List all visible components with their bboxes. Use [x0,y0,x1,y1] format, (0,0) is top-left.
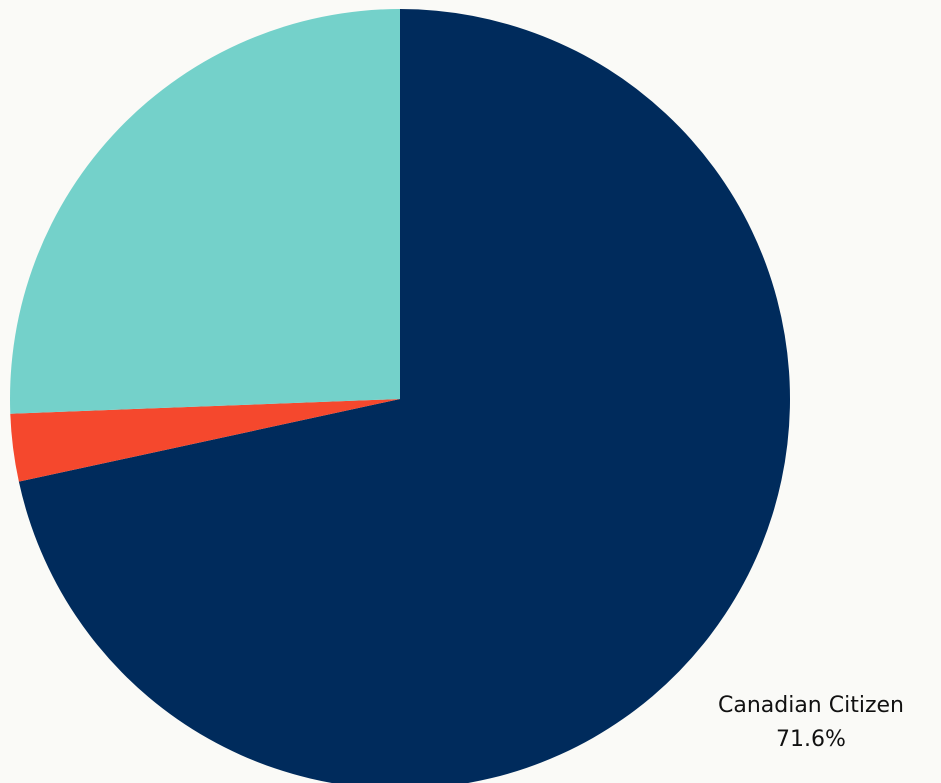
slice-label-canadian-citizen: Canadian Citizen [718,693,904,718]
pie-slice-1 [10,399,401,482]
pie-slices [9,9,790,783]
pie-slice-2 [9,9,400,414]
slice-value-canadian-citizen: 71.6% [776,727,846,752]
pie-slice-0 [18,9,790,783]
